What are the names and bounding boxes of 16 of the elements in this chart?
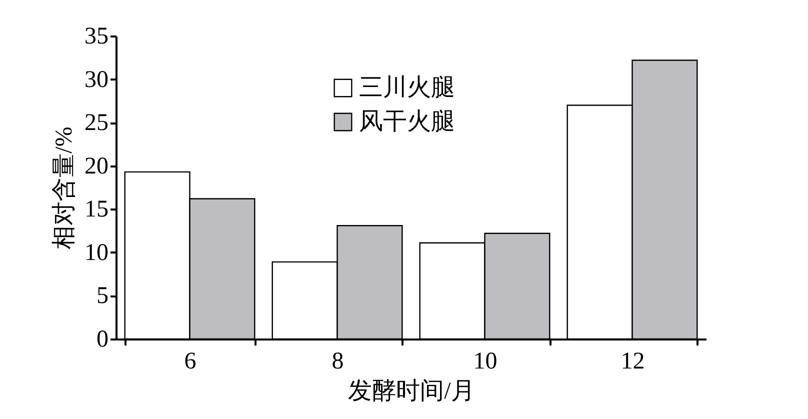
x-axis-title: 发酵时间/月 (348, 378, 475, 404)
x-tick-label: 12 (620, 348, 645, 374)
y-tick-label: 35 (84, 24, 108, 50)
y-tick-label: 0 (96, 326, 108, 352)
y-tick-label: 10 (84, 240, 108, 266)
y-tick-label: 5 (96, 283, 108, 310)
x-tick-label: 10 (473, 348, 498, 374)
y-tick-label: 30 (84, 66, 108, 93)
x-tick-label: 6 (184, 348, 196, 374)
legend-label: 风干火腿 (359, 109, 455, 135)
y-tick-label: 15 (84, 196, 108, 223)
y-axis-title: 相对含量/% (52, 126, 78, 250)
y-tick-label: 25 (84, 110, 108, 136)
x-tick-label: 8 (332, 348, 344, 374)
legend-label: 三川火腿 (359, 75, 455, 101)
y-tick-label: 20 (84, 153, 108, 180)
